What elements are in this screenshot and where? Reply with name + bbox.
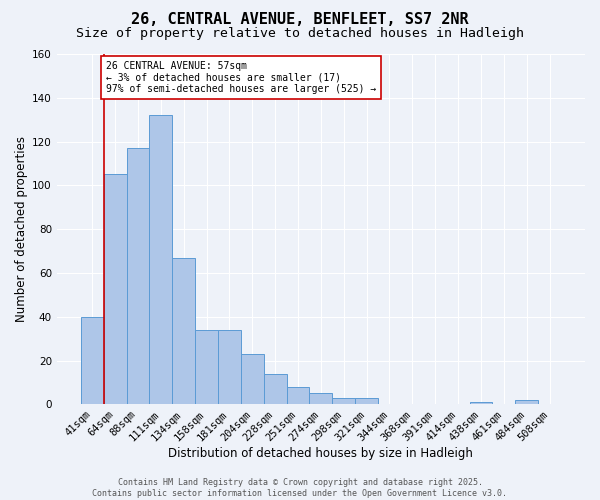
Bar — [264, 374, 287, 404]
Text: Contains HM Land Registry data © Crown copyright and database right 2025.
Contai: Contains HM Land Registry data © Crown c… — [92, 478, 508, 498]
Text: 26, CENTRAL AVENUE, BENFLEET, SS7 2NR: 26, CENTRAL AVENUE, BENFLEET, SS7 2NR — [131, 12, 469, 28]
Bar — [127, 148, 149, 405]
Bar — [515, 400, 538, 404]
Bar — [355, 398, 378, 404]
Bar — [104, 174, 127, 404]
X-axis label: Distribution of detached houses by size in Hadleigh: Distribution of detached houses by size … — [169, 447, 473, 460]
Bar — [81, 317, 104, 404]
Bar — [195, 330, 218, 404]
Bar — [310, 394, 332, 404]
Bar — [470, 402, 493, 404]
Bar — [218, 330, 241, 404]
Text: 26 CENTRAL AVENUE: 57sqm
← 3% of detached houses are smaller (17)
97% of semi-de: 26 CENTRAL AVENUE: 57sqm ← 3% of detache… — [106, 60, 376, 94]
Y-axis label: Number of detached properties: Number of detached properties — [15, 136, 28, 322]
Bar — [149, 116, 172, 405]
Bar — [241, 354, 264, 405]
Bar — [287, 387, 310, 404]
Bar — [332, 398, 355, 404]
Text: Size of property relative to detached houses in Hadleigh: Size of property relative to detached ho… — [76, 28, 524, 40]
Bar — [172, 258, 195, 404]
